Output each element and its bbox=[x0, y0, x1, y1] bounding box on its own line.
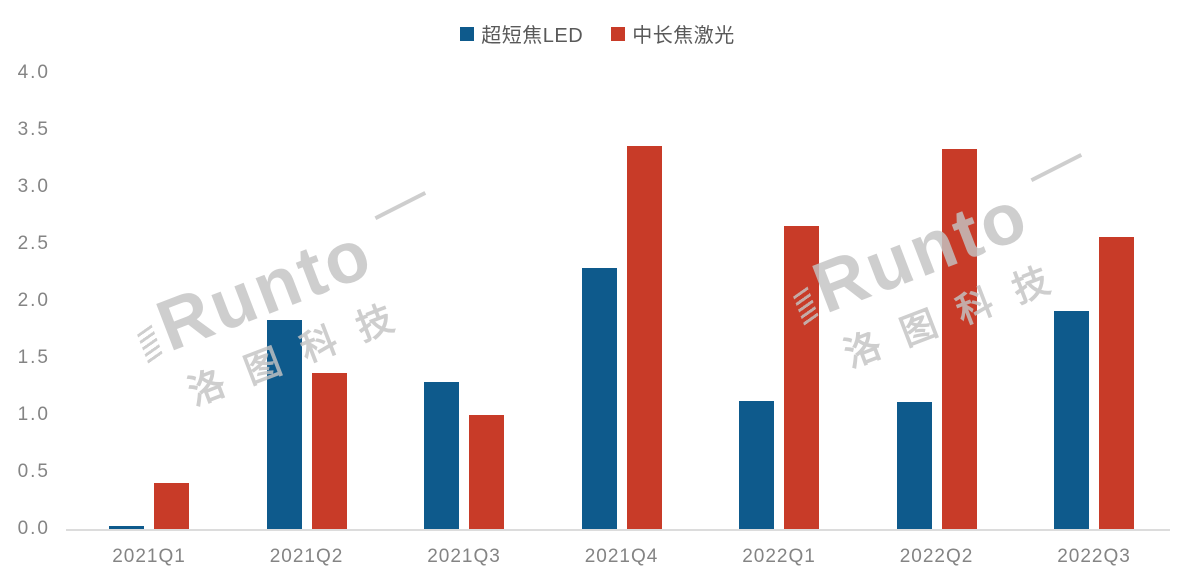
y-axis-tick-label: 3.5 bbox=[17, 119, 50, 140]
legend-item-mid-long-throw-laser: 中长焦激光 bbox=[611, 19, 735, 48]
x-axis-category-label: 2021Q4 bbox=[584, 546, 659, 567]
watermark-latin-text: Runto bbox=[802, 174, 1040, 329]
bar-led-2021Q4 bbox=[581, 268, 617, 529]
bar-laser-2021Q1 bbox=[154, 483, 189, 529]
x-axis-line bbox=[66, 529, 1170, 531]
legend-item-ultra-short-throw-led: 超短焦LED bbox=[460, 19, 583, 48]
watermark-dash-icon bbox=[374, 191, 427, 221]
x-axis-category-label: 2022Q2 bbox=[899, 546, 974, 567]
y-axis-tick-label: 3.0 bbox=[17, 176, 50, 197]
x-axis-category-label: 2021Q2 bbox=[269, 546, 344, 567]
bar-laser-2022Q3 bbox=[1099, 237, 1134, 529]
bar-laser-2022Q2 bbox=[941, 149, 977, 529]
bar-laser-2022Q1 bbox=[784, 226, 819, 529]
bar-led-2021Q2 bbox=[266, 320, 302, 529]
y-axis-tick-label: 0.0 bbox=[17, 518, 50, 539]
legend: 超短焦LED 中长焦激光 bbox=[0, 19, 1195, 48]
bar-laser-2021Q2 bbox=[311, 373, 347, 529]
y-axis-tick-label: 4.0 bbox=[17, 62, 50, 83]
bar-laser-2021Q4 bbox=[626, 146, 662, 529]
y-axis-tick-label: 2.5 bbox=[17, 233, 50, 254]
bar-led-2021Q3 bbox=[424, 382, 459, 529]
y-axis-tick-label: 1.5 bbox=[17, 347, 50, 368]
watermark-dash-icon bbox=[1030, 153, 1083, 183]
bar-led-2022Q1 bbox=[739, 401, 774, 529]
bar-led-2022Q3 bbox=[1054, 311, 1089, 529]
x-axis-category-label: 2021Q1 bbox=[112, 546, 186, 567]
y-axis-tick-label: 2.0 bbox=[17, 290, 50, 311]
x-axis-category-label: 2022Q3 bbox=[1057, 546, 1131, 567]
watermark-serration-icon bbox=[137, 324, 164, 367]
legend-label-mid-long-throw-laser: 中长焦激光 bbox=[632, 25, 735, 47]
x-axis-category-label: 2021Q3 bbox=[427, 546, 501, 567]
bar-laser-2021Q3 bbox=[469, 415, 504, 529]
bar-led-2022Q2 bbox=[896, 402, 932, 529]
x-axis-category-label: 2022Q1 bbox=[742, 546, 816, 567]
y-axis-tick-label: 0.5 bbox=[17, 461, 50, 482]
legend-swatch-blue bbox=[460, 26, 475, 41]
legend-label-ultra-short-throw-led: 超短焦LED bbox=[481, 25, 584, 47]
y-axis-tick-label: 1.0 bbox=[17, 404, 50, 425]
bar-led-2021Q1 bbox=[109, 526, 144, 529]
legend-swatch-red bbox=[611, 26, 626, 41]
